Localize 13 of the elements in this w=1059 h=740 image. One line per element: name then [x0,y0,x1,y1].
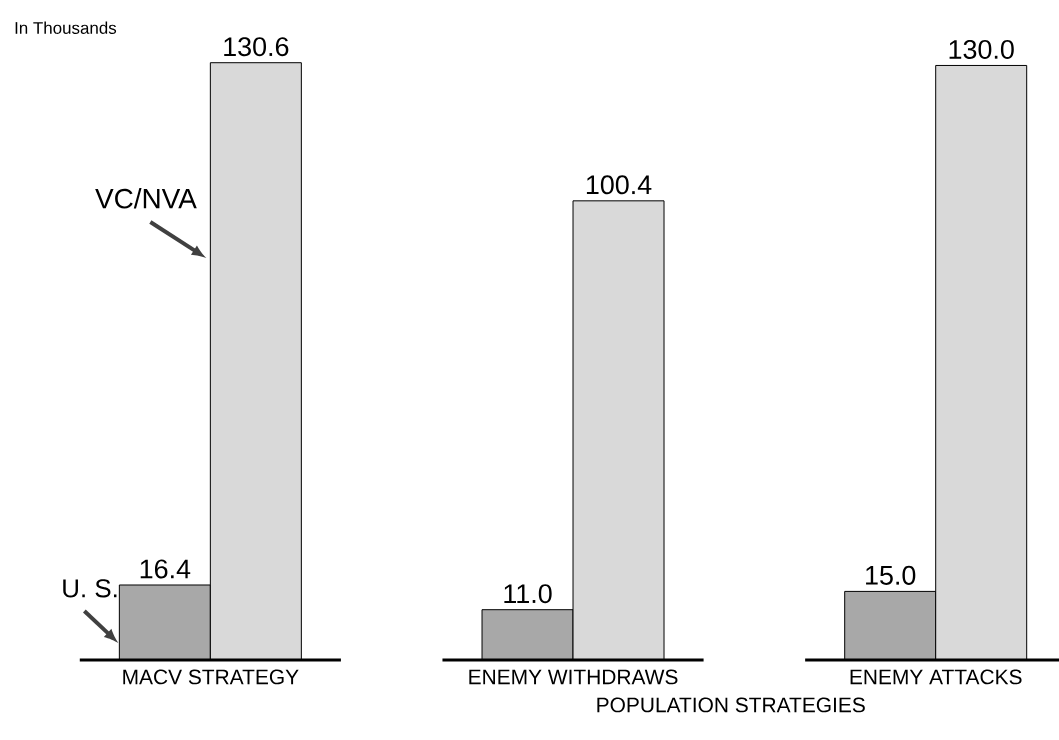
series-label: VC/NVA [95,188,197,209]
x-axis-title: POPULATION STRATEGIES [597,697,865,713]
data-label: 16.4 [140,559,191,579]
x-tick-label: ENEMY ATTACKS [850,669,1022,685]
data-label: 130.0 [949,39,1014,59]
x-tick-label: ENEMY WITHDRAWS [469,669,678,685]
data-label: 11.0 [504,584,552,604]
x-tick-label: MACV STRATEGY [123,669,299,685]
data-label: 130.6 [224,37,289,57]
series-label: U. S. [63,579,117,598]
data-label: 100.4 [586,175,652,195]
data-label: 15.0 [866,565,916,585]
text: In Thousands [15,21,117,34]
